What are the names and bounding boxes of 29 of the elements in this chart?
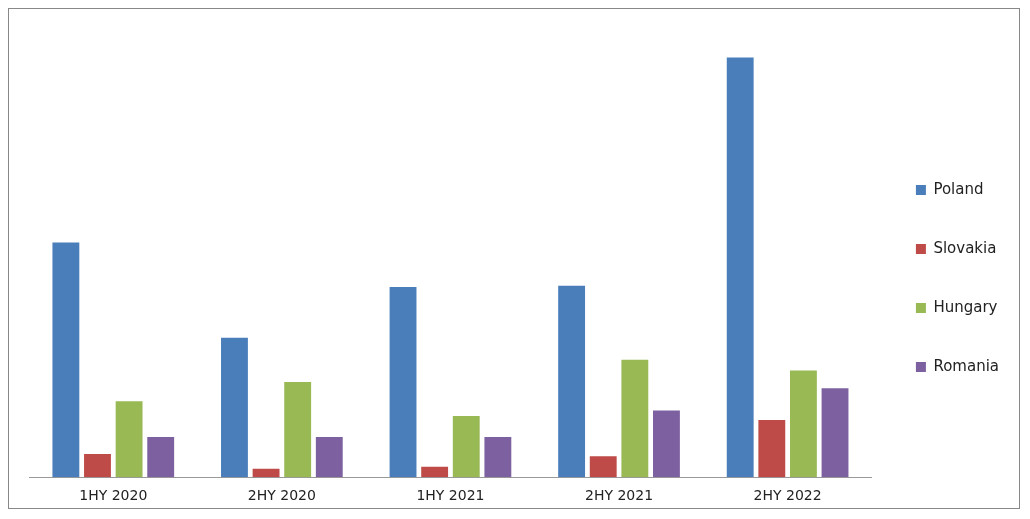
legend-label: Slovakia: [933, 238, 997, 257]
bar: [147, 436, 175, 478]
bar: [315, 436, 343, 478]
bar: [621, 359, 649, 478]
bar: [726, 57, 754, 478]
x-tick-label: 2HY 2020: [247, 487, 316, 504]
bar: [221, 337, 248, 478]
bar: [84, 454, 111, 478]
bar: [115, 401, 143, 478]
legend-label: Hungary: [933, 297, 998, 316]
legend-label: Romania: [933, 356, 1000, 375]
x-tick-label: 1HY 2021: [416, 487, 485, 504]
bar: [252, 468, 280, 478]
bar: [389, 287, 417, 478]
bar: [452, 415, 480, 478]
bar: [758, 420, 786, 478]
bar: [821, 388, 849, 478]
x-tick-label: 1HY 2020: [79, 487, 148, 504]
x-tick-label: 2HY 2021: [584, 487, 654, 504]
bar: [284, 381, 312, 478]
bar: [653, 410, 680, 478]
bar: [589, 456, 617, 478]
x-tick-label: 2HY 2022: [753, 487, 822, 504]
bar: [558, 285, 586, 478]
bar: [421, 466, 449, 478]
bar: [789, 370, 817, 478]
bar: [484, 436, 512, 478]
legend-label: Poland: [933, 179, 984, 198]
bar: [52, 242, 80, 478]
